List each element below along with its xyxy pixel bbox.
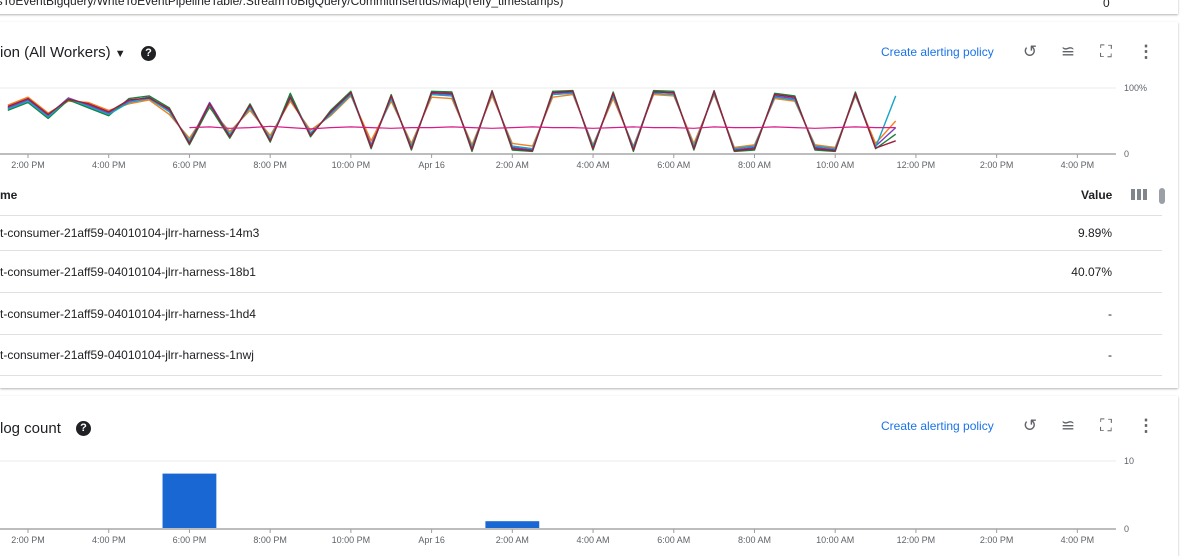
x-tick-label: 6:00 PM — [173, 535, 207, 545]
table-row[interactable]: t-consumer-21aff59-04010104-jlrr-harness… — [0, 251, 1162, 293]
zoom-reset-icon[interactable]: ↺︎ — [1022, 416, 1038, 435]
bar-1 — [485, 521, 540, 528]
x-tick-label: 10:00 AM — [816, 160, 854, 170]
more-vert-icon[interactable]: ⋮ — [1137, 416, 1155, 435]
x-tick-label: Apr 16 — [418, 160, 445, 170]
y-tick-label: 10 — [1124, 456, 1134, 466]
series-line-5 — [189, 125, 896, 130]
x-tick-label: 4:00 PM — [1061, 160, 1095, 170]
x-tick-label: 4:00 PM — [92, 160, 126, 170]
fullscreen-icon[interactable]: ⛶ — [1100, 42, 1112, 61]
series-line-3 — [7, 92, 897, 150]
x-tick-label: 8:00 AM — [738, 160, 771, 170]
series-line-4 — [7, 90, 896, 152]
x-tick-label: 8:00 PM — [253, 160, 287, 170]
x-tick-label: 8:00 AM — [738, 535, 771, 545]
row-name: t-consumer-21aff59-04010104-jlrr-harness… — [0, 264, 256, 279]
x-tick-label: 4:00 PM — [1061, 535, 1095, 545]
table-scrollbar[interactable] — [1159, 188, 1165, 204]
x-tick-label: Apr 16 — [418, 535, 445, 545]
create-alerting-policy-link[interactable]: Create alerting policy — [881, 45, 994, 59]
y-tick-label: 0 — [1124, 524, 1129, 534]
x-tick-label: 10:00 PM — [332, 160, 371, 170]
series-line-1 — [7, 93, 897, 149]
dropdown-arrow-icon: ▼ — [114, 48, 126, 60]
help-circle-icon[interactable]: ? — [76, 421, 91, 436]
column-picker-icon[interactable] — [1131, 189, 1147, 200]
help-circle-icon[interactable]: ? — [141, 46, 156, 61]
x-tick-label: 12:00 PM — [897, 160, 936, 170]
x-tick-label: 2:00 AM — [496, 535, 529, 545]
x-tick-label: 8:00 PM — [253, 535, 287, 545]
fullscreen-icon[interactable]: ⛶ — [1100, 416, 1112, 435]
x-tick-label: 4:00 AM — [577, 160, 610, 170]
row-value: 40.07% — [1071, 264, 1112, 279]
x-tick-label: 2:00 PM — [980, 160, 1014, 170]
table-row[interactable]: t-consumer-21aff59-04010104-jlrr-harness… — [0, 335, 1162, 376]
x-tick-label: 4:00 AM — [577, 535, 610, 545]
x-tick-label: 10:00 AM — [816, 535, 854, 545]
x-tick-label: 2:00 PM — [11, 160, 45, 170]
x-tick-label: 4:00 PM — [92, 535, 126, 545]
name-column-header[interactable]: me — [0, 188, 18, 202]
x-tick-label: 6:00 AM — [657, 535, 690, 545]
zoom-reset-icon[interactable]: ↺︎ — [1022, 42, 1038, 61]
y-tick-label: 100% — [1124, 83, 1147, 93]
create-alerting-policy-link[interactable]: Create alerting policy — [881, 419, 994, 433]
x-tick-label: 6:00 AM — [657, 160, 690, 170]
legend-toggle-icon[interactable]: ≌ — [1060, 416, 1076, 435]
x-tick-label: 10:00 PM — [332, 535, 371, 545]
more-vert-icon[interactable]: ⋮ — [1137, 42, 1155, 61]
cpu-utilization-card: ion (All Workers) ▼ ? Create alerting po… — [0, 22, 1178, 388]
legend-toggle-icon[interactable]: ≌ — [1060, 42, 1076, 61]
x-tick-label: 2:00 PM — [11, 535, 45, 545]
cpu-utilization-chart[interactable]: 100% 0 2:00 PM 4:00 PM 6:00 PM 8:00 PM 10:00 P… — [0, 78, 1178, 176]
series-line-2 — [7, 89, 897, 153]
value-column-header[interactable]: Value — [1081, 188, 1113, 202]
table-row[interactable]: t-consumer-21aff59-04010104-jlrr-harness… — [0, 216, 1162, 251]
log-count-chart[interactable]: 10 0 2:00 PM 4:00 PM 6:00 PM 8:00 PM 10:00 PM A… — [0, 452, 1178, 548]
row-name: t-consumer-21aff59-04010104-jlrr-harness… — [0, 226, 260, 240]
x-tick-label: 2:00 AM — [496, 160, 529, 170]
bar-0 — [162, 473, 217, 528]
row-name: t-consumer-21aff59-04010104-jlrr-harness… — [0, 348, 254, 362]
x-tick-label: 12:00 PM — [897, 535, 936, 545]
y-tick-label: 0 — [1124, 149, 1129, 159]
row-name: t-consumer-21aff59-04010104-jlrr-harness… — [0, 306, 256, 321]
previous-card-text: nsToEventBigquery/WriteToEventPipelineTa… — [0, 0, 564, 8]
row-value: 9.89% — [1077, 226, 1112, 240]
previous-card-value: 0 — [1103, 0, 1110, 10]
chart-title-dropdown[interactable]: ion (All Workers) ▼ — [0, 44, 126, 61]
table-row[interactable]: t-consumer-21aff59-04010104-jlrr-harness… — [0, 293, 1162, 335]
row-value: - — [1108, 348, 1112, 362]
x-tick-label: 2:00 PM — [980, 535, 1014, 545]
x-tick-label: 6:00 PM — [173, 160, 207, 170]
row-value: - — [1108, 306, 1112, 321]
previous-card: nsToEventBigquery/WriteToEventPipelineTa… — [0, 0, 1178, 14]
chart-title: ion (All Workers) — [0, 44, 111, 61]
chart-title: log count — [0, 420, 61, 437]
